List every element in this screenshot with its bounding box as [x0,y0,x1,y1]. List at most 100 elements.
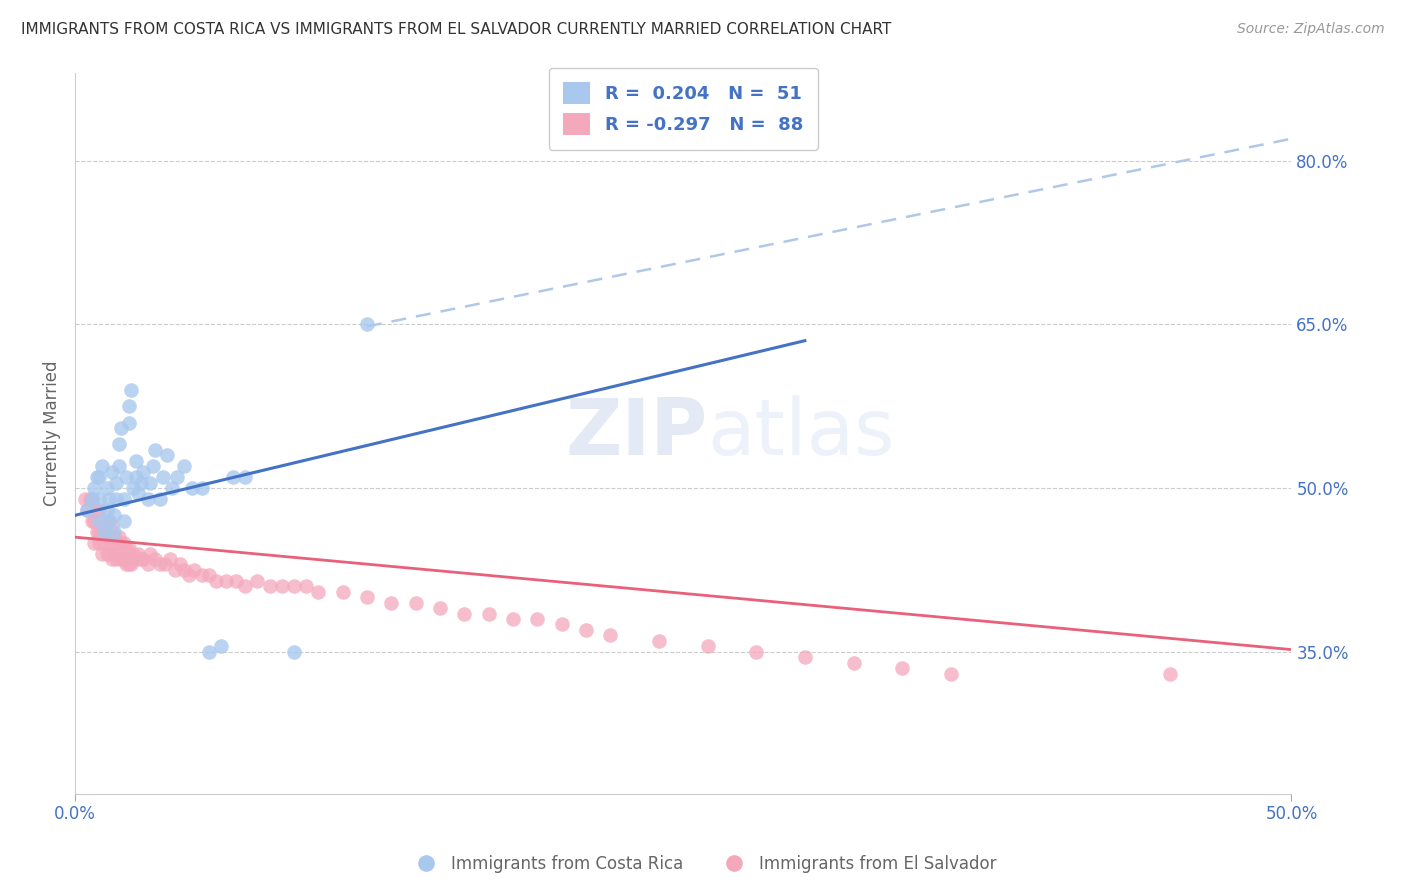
Point [76,503,98,517]
Point [86,470,108,484]
Point [110,552,132,566]
Point [198,568,221,582]
Point [283,645,305,659]
Legend: R =  0.204   N =  51, R = -0.297   N =  88: R = 0.204 N = 51, R = -0.297 N = 88 [548,68,818,150]
Point [83,514,105,528]
Point [89,470,111,484]
Point [86,503,108,517]
Point [332,584,354,599]
Point [103,547,125,561]
Point [98,514,121,528]
Point [173,459,195,474]
Point [149,491,172,506]
Point [502,612,524,626]
Text: Source: ZipAtlas.com: Source: ZipAtlas.com [1237,22,1385,37]
Point [80,514,103,528]
Text: IMMIGRANTS FROM COSTA RICA VS IMMIGRANTS FROM EL SALVADOR CURRENTLY MARRIED CORR: IMMIGRANTS FROM COSTA RICA VS IMMIGRANTS… [21,22,891,37]
Point [129,552,152,566]
Point [127,547,149,561]
Point [215,574,238,588]
Point [90,524,112,539]
Point [79,491,101,506]
Point [112,514,135,528]
Point [120,558,142,572]
Point [550,617,572,632]
Point [107,437,129,451]
Point [225,574,247,588]
Point [143,442,166,457]
Point [163,563,186,577]
Point [246,574,269,588]
Point [190,568,212,582]
Point [745,645,768,659]
Text: atlas: atlas [707,395,896,472]
Point [198,645,221,659]
Point [115,541,138,555]
Point [307,584,329,599]
Point [205,574,228,588]
Point [132,465,155,479]
Point [125,454,148,468]
Point [86,524,108,539]
Point [233,579,256,593]
Point [105,535,128,549]
Point [98,530,121,544]
Point [90,459,112,474]
Point [89,514,111,528]
Point [98,514,121,528]
Point [80,491,103,506]
Text: ZIP: ZIP [565,395,707,472]
Point [112,552,135,566]
Point [179,568,201,582]
Point [76,503,98,517]
Point [89,524,111,539]
Point [93,519,115,533]
Point [139,547,162,561]
Point [100,535,122,549]
Point [117,558,139,572]
Point [105,491,128,506]
Point [842,656,865,670]
Point [599,628,621,642]
Point [103,508,125,523]
Point [96,503,118,517]
Point [380,596,402,610]
Point [575,623,598,637]
Point [93,524,115,539]
Point [96,547,118,561]
Point [139,475,162,490]
Point [283,579,305,593]
Point [129,475,152,490]
Point [169,558,191,572]
Point [166,470,188,484]
Point [107,547,129,561]
Point [93,535,115,549]
Point [89,503,111,517]
Point [162,481,184,495]
Point [136,558,159,572]
Point [478,607,501,621]
Point [132,552,155,566]
Point [209,640,232,654]
Point [152,470,174,484]
Point [696,640,718,654]
Point [142,459,165,474]
Point [115,558,138,572]
Point [1159,666,1181,681]
Point [122,547,145,561]
Point [356,318,378,332]
Point [125,470,148,484]
Point [117,416,139,430]
Point [122,481,145,495]
Point [173,563,195,577]
Point [143,552,166,566]
Point [453,607,475,621]
Point [98,491,121,506]
Point [793,650,815,665]
Point [259,579,281,593]
Point [96,481,118,495]
Point [96,514,118,528]
Point [405,596,427,610]
Point [89,535,111,549]
Point [83,535,105,549]
